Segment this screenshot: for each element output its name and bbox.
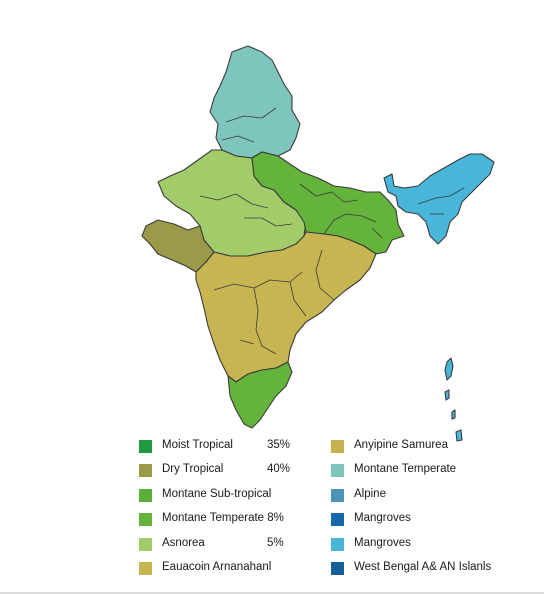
legend-swatch-icon bbox=[331, 537, 344, 551]
region-andaman-islands bbox=[444, 357, 454, 381]
legend-label: Alpine bbox=[354, 487, 386, 500]
legend-label: Anyipine Samurea bbox=[354, 439, 448, 451]
bottom-divider bbox=[0, 592, 544, 594]
legend-label: Montane Sub-tropical bbox=[162, 487, 272, 500]
region-montane-temperate-north bbox=[209, 45, 301, 159]
region-andaman-islands-2 bbox=[444, 389, 450, 401]
region-northeast bbox=[383, 153, 495, 245]
legend-swatch-icon bbox=[331, 464, 344, 478]
legend-swatch-icon bbox=[331, 488, 344, 502]
legend-value: 35% bbox=[267, 439, 291, 451]
region-montane-subtropical-gangetic bbox=[251, 151, 405, 255]
legend-label: Asnorea bbox=[162, 536, 205, 549]
legend-swatch-icon bbox=[331, 513, 344, 527]
region-nicobar-islands bbox=[451, 409, 456, 420]
legend-label: Eauacoin Arnanahanl bbox=[162, 560, 272, 573]
legend-value: 5% bbox=[267, 536, 284, 549]
legend-swatch-icon bbox=[139, 561, 152, 575]
legend-label: West Bengal A& AN Islanls bbox=[354, 560, 492, 573]
legend-swatch-icon bbox=[139, 513, 152, 527]
legend-swatch-icon bbox=[139, 488, 152, 502]
state-borders bbox=[199, 107, 465, 355]
legend-label: Montane Temperate 8% bbox=[162, 512, 284, 525]
legend-swatch-icon bbox=[139, 537, 152, 551]
region-nicobar-islands-2 bbox=[455, 429, 463, 442]
legend-label: Dry Tropical bbox=[162, 463, 224, 476]
legend-swatch-icon bbox=[331, 561, 344, 575]
legend-label: Moist Tropical bbox=[162, 439, 233, 451]
legend-swatch-icon bbox=[139, 464, 152, 478]
legend-swatch-icon bbox=[331, 440, 344, 453]
legend-swatch-icon bbox=[139, 440, 152, 453]
legend-label: Mangroves bbox=[354, 536, 411, 549]
legend-value: 40% bbox=[267, 463, 291, 476]
region-montane-temperate-south bbox=[227, 361, 293, 429]
legend-label: Montane Temperate bbox=[354, 463, 457, 476]
legend-label: Mangroves bbox=[354, 512, 411, 525]
region-peninsular-deciduous bbox=[195, 231, 377, 383]
